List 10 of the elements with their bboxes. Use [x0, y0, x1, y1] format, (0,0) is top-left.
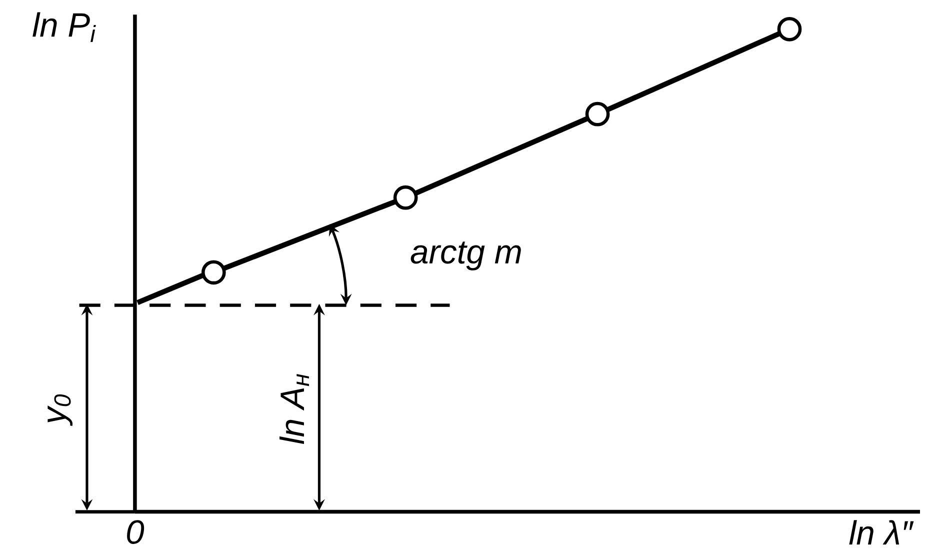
x-axis-title: ln λ″: [849, 520, 914, 545]
annotation: arctg m: [410, 242, 521, 271]
text: y$_{0}$: [48, 394, 73, 426]
y-axis-title: ln P$_{i}$: [32, 12, 96, 42]
point: [201, 260, 226, 285]
text: 0: [127, 520, 144, 544]
point: [777, 17, 802, 42]
point: [585, 102, 610, 126]
point: [393, 186, 418, 210]
annotation: ln A$_{н}$: [280, 374, 310, 444]
